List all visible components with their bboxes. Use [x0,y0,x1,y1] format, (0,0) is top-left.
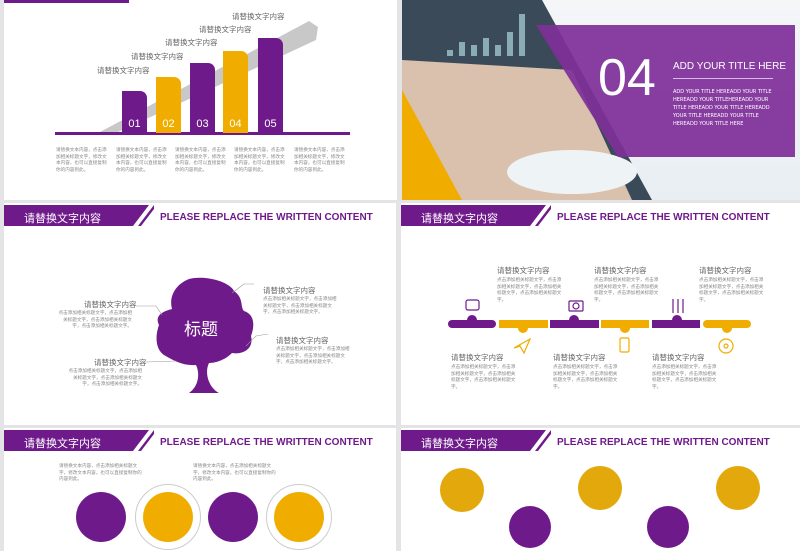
slide-timeline[interactable]: 请替换文字内容 PLEASE REPLACE THE WRITTEN CONTE… [401,203,800,425]
wifi-icon-circle [509,506,551,548]
timeline-body: 点击添加相关标题文字，点击添加相关标题文字，点击添加相关标题文字，点击添加相关标… [652,365,717,390]
gear-icon-circle [76,492,126,542]
header-subtitle: PLEASE REPLACE THE WRITTEN CONTENT [557,212,770,223]
search-icon-circle [647,506,689,548]
signpost-icon-circle [208,492,258,542]
timeline-segment [703,320,751,333]
purple-band [536,25,795,157]
ring [266,484,332,550]
tree-body: 点击添加相关标题文字，点击添加相关标题文字，点击添加相关标题文字，点击添加相关标… [263,297,337,315]
timeline-label: 请替换文字内容 [451,353,504,362]
timeline-segment [601,320,649,333]
tree-label: 请替换文字内容 [84,300,137,309]
timeline-segment [652,315,700,328]
slide-bar-steps[interactable]: 01 02 03 04 05 请替换文字内容 请替换文字内容 请替换文字内容 请… [4,0,397,200]
header-title: 请替换文字内容 [421,212,498,225]
circle-description: 请替换文本内容，点击添加相关标题文字，修改文本内容，也可以直接复制你的内容到此。 [59,464,142,482]
tv-icon [465,299,480,311]
timeline-label: 请替换文字内容 [594,266,647,275]
camera-icon [568,300,584,312]
step-description: 请替换文本内容，点击添加相关标题文字，修改文本内容，也可以直接复制你的内容到此。 [234,148,285,173]
tree-body: 点击添加相关标题文字，点击添加相关标题文字，点击添加相关标题文字，点击添加相关标… [68,369,142,387]
step-label: 请替换文字内容 [131,52,184,61]
phone-icon [619,337,630,353]
tree-label: 请替换文字内容 [94,358,147,367]
timeline-body: 点击添加相关标题文字，点击添加相关标题文字，点击添加相关标题文字，点击添加相关标… [451,365,516,390]
sliders-icon [672,299,684,313]
tree-title: 标题 [184,320,218,340]
section-title: ADD YOUR TITLE HERE [673,61,786,72]
header-title: 请替换文字内容 [24,437,101,450]
tree-body: 点击添加相关标题文字，点击添加相关标题文字，点击添加相关标题文字，点击添加相关标… [276,347,350,365]
header-banner [4,430,154,451]
timeline-segment [448,315,496,328]
camera-icon-circle [578,466,622,510]
timeline-body: 点击添加相关标题文字，点击添加相关标题文字，点击添加相关标题文字，点击添加相关标… [699,278,764,303]
section-number: 04 [598,49,656,107]
disc-icon [718,338,734,354]
slide-section-04[interactable]: 04 ADD YOUR TITLE HERE ADD YOUR TITLE HE… [402,0,800,200]
step-bar-05: 05 [258,38,283,133]
timeline-body: 点击添加相关标题文字，点击添加相关标题文字，点击添加相关标题文字，点击添加相关标… [497,278,562,303]
step-label: 请替换文字内容 [165,38,218,47]
title-underline [673,78,773,79]
paper-plane-icon [513,337,532,355]
barcode-icon-circle [143,492,193,542]
header-subtitle: PLEASE REPLACE THE WRITTEN CONTENT [557,437,770,448]
step-label: 请替换文字内容 [232,12,285,21]
slide-tree[interactable]: 请替换文字内容 PLEASE REPLACE THE WRITTEN CONTE… [4,203,396,425]
step-label: 请替换文字内容 [199,25,252,34]
step-description: 请替换文本内容，点击添加相关标题文字，修改文本内容，也可以直接复制你的内容到此。 [294,148,345,173]
section-body: ADD YOUR TITLE HEREADD YOUR TITLE HEREAD… [673,89,772,127]
header-banner [401,205,551,226]
step-description: 请替换文本内容，点击添加相关标题文字，修改文本内容，也可以直接复制你的内容到此。 [175,148,226,173]
gear-icon-circle [440,468,484,512]
header-title: 请替换文字内容 [421,437,498,450]
timeline-label: 请替换文字内容 [553,353,606,362]
photo-hand-mouse [402,0,652,200]
tree-body: 点击添加相关标题文字，点击添加相关标题文字，点击添加相关标题文字，点击添加相关标… [58,311,132,329]
timeline-body: 点击添加相关标题文字，点击添加相关标题文字，点击添加相关标题文字，点击添加相关标… [594,278,659,303]
tree-label: 请替换文字内容 [276,336,329,345]
step-bar-04: 04 [223,51,248,133]
step-description: 请替换文本内容，点击添加相关标题文字，修改文本内容，也可以直接复制你的内容到此。 [56,148,107,173]
flask-icon-circle [716,466,760,510]
tree-label: 请替换文字内容 [263,286,316,295]
slide-circles-a[interactable]: 请替换文字内容 PLEASE REPLACE THE WRITTEN CONTE… [4,428,396,551]
timeline-label: 请替换文字内容 [699,266,752,275]
header-banner [4,205,154,226]
timeline-segment [550,315,599,328]
top-accent-bar [4,0,129,3]
step-bar-01: 01 [122,91,147,133]
timeline-segment [499,320,548,333]
step-description: 请替换文本内容，点击添加相关标题文字，修改文本内容，也可以直接复制你的内容到此。 [116,148,167,173]
circle-description: 请替换文本内容，点击添加相关标题文字，修改文本内容，也可以直接复制你的内容到此。 [193,464,276,482]
baseline [55,132,350,135]
timeline-body: 点击添加相关标题文字，点击添加相关标题文字，点击添加相关标题文字，点击添加相关标… [553,365,618,390]
header-subtitle: PLEASE REPLACE THE WRITTEN CONTENT [160,437,373,448]
step-label: 请替换文字内容 [97,66,150,75]
header-title: 请替换文字内容 [24,212,101,225]
header-banner [401,430,551,451]
step-bar-02: 02 [156,77,181,133]
ring [135,484,201,550]
tree-shape [136,277,269,393]
slide-circles-b[interactable]: 请替换文字内容 PLEASE REPLACE THE WRITTEN CONTE… [401,428,800,551]
step-bar-03: 03 [190,63,215,133]
header-subtitle: PLEASE REPLACE THE WRITTEN CONTENT [160,212,373,223]
timeline [448,299,751,355]
timeline-label: 请替换文字内容 [652,353,705,362]
timeline-label: 请替换文字内容 [497,266,550,275]
chat-icon-circle [274,492,324,542]
